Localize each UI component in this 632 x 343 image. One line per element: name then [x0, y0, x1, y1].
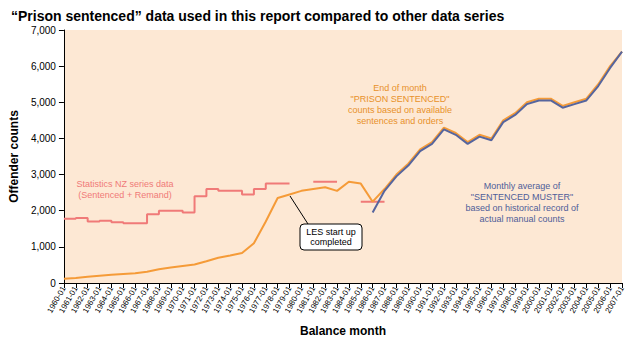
- svg-text:completed: completed: [310, 237, 352, 247]
- svg-text:0: 0: [50, 278, 56, 289]
- svg-text:1969-01: 1969-01: [152, 284, 175, 315]
- svg-text:6,000: 6,000: [31, 61, 56, 72]
- svg-text:Offender counts: Offender counts: [7, 110, 21, 203]
- svg-text:1996-01: 1996-01: [472, 284, 496, 315]
- svg-text:"SENTENCED MUSTER": "SENTENCED MUSTER": [471, 192, 573, 202]
- svg-text:1986-01: 1986-01: [354, 284, 377, 315]
- svg-text:1974-01: 1974-01: [211, 284, 235, 315]
- svg-text:1972-01: 1972-01: [187, 284, 211, 315]
- svg-text:1976-01: 1976-01: [235, 284, 258, 315]
- svg-text:1990-01: 1990-01: [401, 284, 424, 315]
- svg-text:1983-01: 1983-01: [318, 284, 341, 315]
- svg-text:End of month: End of month: [373, 83, 427, 93]
- svg-text:1977-01: 1977-01: [247, 284, 270, 315]
- svg-text:7,000: 7,000: [31, 25, 56, 36]
- svg-text:Balance month: Balance month: [300, 324, 386, 338]
- svg-text:1963-01: 1963-01: [81, 284, 104, 315]
- svg-text:1973-01: 1973-01: [199, 284, 223, 315]
- svg-text:2000-01: 2000-01: [520, 284, 543, 315]
- svg-text:2006-01: 2006-01: [591, 284, 614, 315]
- svg-text:1968-01: 1968-01: [140, 284, 163, 315]
- svg-text:Statistics NZ series data: Statistics NZ series data: [76, 179, 173, 189]
- svg-text:(Sentenced + Remand): (Sentenced + Remand): [78, 190, 171, 200]
- svg-text:1987-01: 1987-01: [366, 284, 389, 315]
- svg-text:1967-01: 1967-01: [128, 284, 151, 315]
- svg-text:1960-01: 1960-01: [45, 284, 68, 315]
- svg-text:2003-01: 2003-01: [556, 284, 579, 315]
- svg-text:1991-01: 1991-01: [413, 284, 436, 315]
- svg-text:2007-01: 2007-01: [603, 284, 626, 314]
- svg-text:based on historical record of: based on historical record of: [465, 203, 579, 213]
- svg-text:1994-01: 1994-01: [449, 284, 472, 315]
- svg-text:4,000: 4,000: [31, 133, 56, 144]
- svg-text:1,000: 1,000: [31, 241, 56, 252]
- svg-text:1999-01: 1999-01: [508, 284, 531, 315]
- svg-text:1992-01: 1992-01: [425, 284, 448, 315]
- svg-text:1988-01: 1988-01: [377, 284, 401, 315]
- svg-text:1993-01: 1993-01: [437, 284, 460, 315]
- svg-text:1985-01: 1985-01: [342, 284, 365, 315]
- svg-text:counts based on available: counts based on available: [348, 105, 452, 115]
- svg-text:Monthly average of: Monthly average of: [484, 181, 561, 191]
- svg-text:1998-01: 1998-01: [496, 284, 519, 315]
- svg-text:1979-01: 1979-01: [271, 284, 294, 315]
- svg-text:2002-01: 2002-01: [544, 284, 567, 315]
- svg-text:actual manual counts: actual manual counts: [479, 214, 565, 224]
- svg-text:1971-01: 1971-01: [176, 284, 199, 315]
- svg-text:1966-01: 1966-01: [116, 284, 140, 315]
- svg-text:1965-01: 1965-01: [104, 284, 128, 315]
- svg-text:1962-01: 1962-01: [69, 284, 92, 315]
- svg-text:1981-01: 1981-01: [294, 284, 318, 315]
- svg-text:1982-01: 1982-01: [306, 284, 329, 315]
- svg-text:3,000: 3,000: [31, 169, 56, 180]
- svg-text:1989-01: 1989-01: [389, 284, 413, 315]
- svg-text:"PRISON SENTENCED": "PRISON SENTENCED": [351, 94, 450, 104]
- svg-text:1978-01: 1978-01: [259, 284, 282, 315]
- svg-text:1980-01: 1980-01: [282, 284, 306, 315]
- svg-text:1975-01: 1975-01: [223, 284, 246, 315]
- svg-text:sentences and orders: sentences and orders: [357, 116, 444, 126]
- svg-text:2001-01: 2001-01: [532, 284, 555, 315]
- svg-text:1984-01: 1984-01: [330, 284, 353, 315]
- svg-text:2,000: 2,000: [31, 205, 56, 216]
- svg-text:1995-01: 1995-01: [461, 284, 484, 315]
- svg-text:1970-01: 1970-01: [164, 284, 187, 315]
- svg-text:1964-01: 1964-01: [92, 284, 116, 315]
- svg-text:1997-01: 1997-01: [484, 284, 508, 315]
- svg-text:5,000: 5,000: [31, 97, 56, 108]
- svg-text:LES start up: LES start up: [306, 227, 356, 237]
- svg-text:1961-01: 1961-01: [57, 284, 80, 315]
- svg-text:2005-01: 2005-01: [579, 284, 603, 315]
- svg-text:“Prison sentenced” data used i: “Prison sentenced” data used in this rep…: [11, 8, 504, 24]
- svg-text:2004-01: 2004-01: [567, 284, 591, 315]
